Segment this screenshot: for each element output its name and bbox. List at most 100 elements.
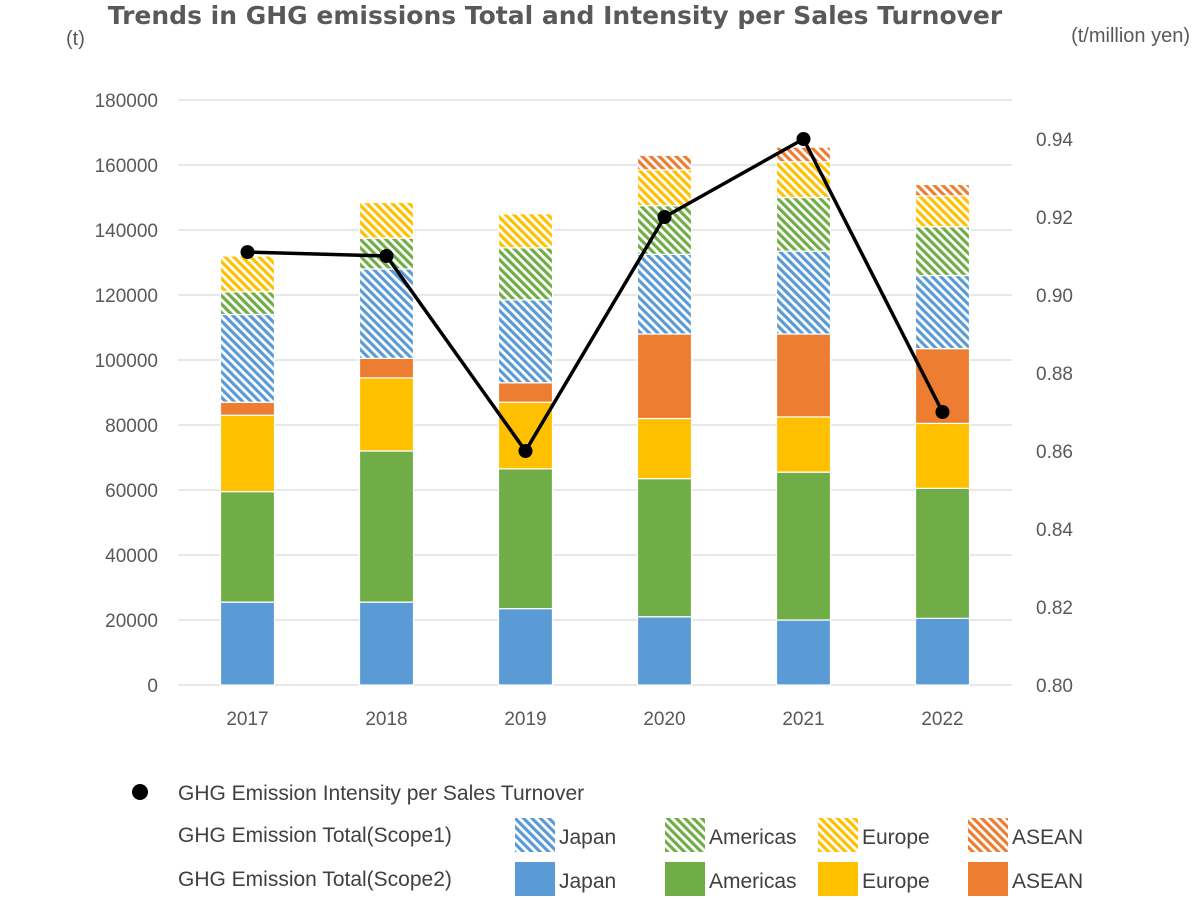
bar-segment-europe-scope1-2022	[914, 195, 971, 228]
bar-segment-americas-scope1-2017	[219, 291, 276, 316]
bar-segment-japan-scope1-2022	[914, 274, 971, 350]
bar-segment-asean-scope2-2021	[775, 333, 832, 418]
bar-segment-japan-scope2-2020	[636, 616, 693, 686]
bar-segment-japan-scope2-2018	[358, 601, 415, 686]
legend-swatch-japan-scope2	[515, 862, 555, 896]
left-tick-label: 140000	[95, 221, 158, 242]
right-axis-ticks: 0.80 0.82 0.84 0.86 0.88 0.90 0.92 0.94	[1036, 130, 1073, 697]
legend-swatch-japan-scope1	[515, 818, 555, 852]
left-tick-label: 180000	[95, 91, 158, 112]
bar-segment-europe-scope2-2021	[775, 416, 832, 473]
bar-segment-japan-scope1-2019	[497, 299, 554, 384]
right-tick-label: 0.90	[1036, 286, 1073, 307]
x-tick-label: 2017	[226, 709, 268, 730]
bar-segment-japan-scope1-2021	[775, 250, 832, 335]
legend-scope1-label: GHG Emission Total(Scope1)	[178, 824, 452, 847]
x-tick-label: 2019	[504, 709, 546, 730]
bar-segment-europe-scope2-2017	[219, 414, 276, 493]
right-tick-label: 0.82	[1036, 598, 1073, 619]
bar-segment-japan-scope2-2021	[775, 619, 832, 686]
bar-segment-europe-scope1-2021	[775, 161, 832, 199]
bar-segment-europe-scope2-2020	[636, 417, 693, 480]
legend-swatch-europe-scope2	[818, 862, 858, 896]
stacked-bars	[219, 146, 971, 686]
legend: GHG Emission Intensity per Sales Turnove…	[132, 782, 1083, 896]
bar-segment-americas-scope2-2018	[358, 450, 415, 603]
legend-swatch-americas-scope1	[665, 818, 705, 852]
left-tick-label: 40000	[105, 546, 158, 567]
bar-segment-americas-scope1-2021	[775, 196, 832, 252]
x-tick-label: 2018	[365, 709, 407, 730]
intensity-point-2017	[240, 245, 255, 260]
legend-swatch-americas-scope2	[665, 862, 705, 896]
left-tick-label: 80000	[105, 416, 158, 437]
right-tick-label: 0.92	[1036, 208, 1073, 229]
bar-segment-japan-scope1-2017	[219, 313, 276, 403]
left-tick-label: 20000	[105, 611, 158, 632]
right-tick-label: 0.88	[1036, 364, 1073, 385]
legend-item-label: ASEAN	[1012, 870, 1083, 893]
legend-item-label: Japan	[559, 826, 616, 849]
left-tick-label: 100000	[95, 351, 158, 372]
bar-segment-asean-scope2-2017	[219, 401, 276, 416]
x-tick-label: 2021	[782, 709, 824, 730]
legend-item-label: Europe	[862, 826, 930, 849]
bar-segment-asean-scope2-2018	[358, 357, 415, 379]
left-tick-label: 60000	[105, 481, 158, 502]
bar-segment-americas-scope1-2019	[497, 247, 554, 301]
bar-segment-americas-scope2-2021	[775, 471, 832, 621]
legend-swatch-asean-scope1	[968, 818, 1008, 852]
right-tick-label: 0.94	[1036, 130, 1073, 151]
x-axis-ticks: 2017 2018 2019 2020 2021 2022	[226, 709, 963, 730]
bar-segment-europe-scope2-2018	[358, 377, 415, 452]
right-tick-label: 0.80	[1036, 676, 1073, 697]
bar-segment-japan-scope2-2022	[914, 617, 971, 686]
intensity-point-2021	[796, 132, 811, 146]
x-tick-label: 2020	[643, 709, 685, 730]
legend-item-label: Americas	[709, 870, 797, 893]
bar-segment-americas-scope1-2022	[914, 226, 971, 277]
gridlines	[178, 99, 1012, 686]
x-tick-label: 2022	[921, 709, 963, 730]
left-tick-label: 120000	[95, 286, 158, 307]
legend-item-label: Europe	[862, 870, 930, 893]
intensity-line	[240, 132, 950, 458]
legend-item-label: ASEAN	[1012, 826, 1083, 849]
legend-line-marker	[132, 784, 148, 800]
left-tick-label: 0	[147, 676, 158, 697]
left-axis-unit: (t)	[66, 28, 85, 50]
bar-segment-japan-scope1-2020	[636, 253, 693, 335]
bar-segment-japan-scope2-2019	[497, 608, 554, 686]
bar-segment-japan-scope2-2017	[219, 601, 276, 686]
bar-segment-europe-scope2-2019	[497, 401, 554, 470]
bar-segment-americas-scope2-2017	[219, 491, 276, 603]
legend-swatch-asean-scope2	[968, 862, 1008, 896]
legend-line-label: GHG Emission Intensity per Sales Turnove…	[178, 782, 584, 805]
legend-item-label: Americas	[709, 826, 797, 849]
intensity-line-path	[247, 136, 945, 455]
left-axis-ticks: 0 20000 40000 60000 80000 100000 120000 140000 1…	[95, 91, 158, 697]
bar-segment-asean-scope1-2022	[914, 183, 971, 197]
legend-scope2-label: GHG Emission Total(Scope2)	[178, 868, 452, 891]
legend-item-label: Japan	[559, 870, 616, 893]
bar-segment-europe-scope1-2018	[358, 201, 415, 239]
intensity-point-2019	[518, 444, 533, 458]
intensity-point-2020	[657, 210, 672, 224]
right-axis-unit: (t/million yen)	[1071, 25, 1190, 47]
bar-segment-europe-scope1-2019	[497, 213, 554, 249]
bar-segment-americas-scope2-2020	[636, 478, 693, 618]
right-tick-label: 0.84	[1036, 520, 1073, 541]
intensity-point-2022	[935, 405, 950, 419]
bar-segment-asean-scope2-2020	[636, 333, 693, 420]
left-tick-label: 160000	[95, 156, 158, 177]
intensity-point-2018	[379, 249, 394, 263]
legend-swatch-europe-scope1	[818, 818, 858, 852]
bar-segment-asean-scope2-2019	[497, 382, 554, 403]
bar-segment-americas-scope2-2022	[914, 487, 971, 619]
bar-segment-europe-scope1-2020	[636, 169, 693, 207]
bar-segment-europe-scope2-2022	[914, 422, 971, 489]
chart-title: Trends in GHG emissions Total and Intens…	[108, 1, 1003, 30]
bar-segment-europe-scope1-2017	[219, 255, 276, 293]
right-tick-label: 0.86	[1036, 442, 1073, 463]
